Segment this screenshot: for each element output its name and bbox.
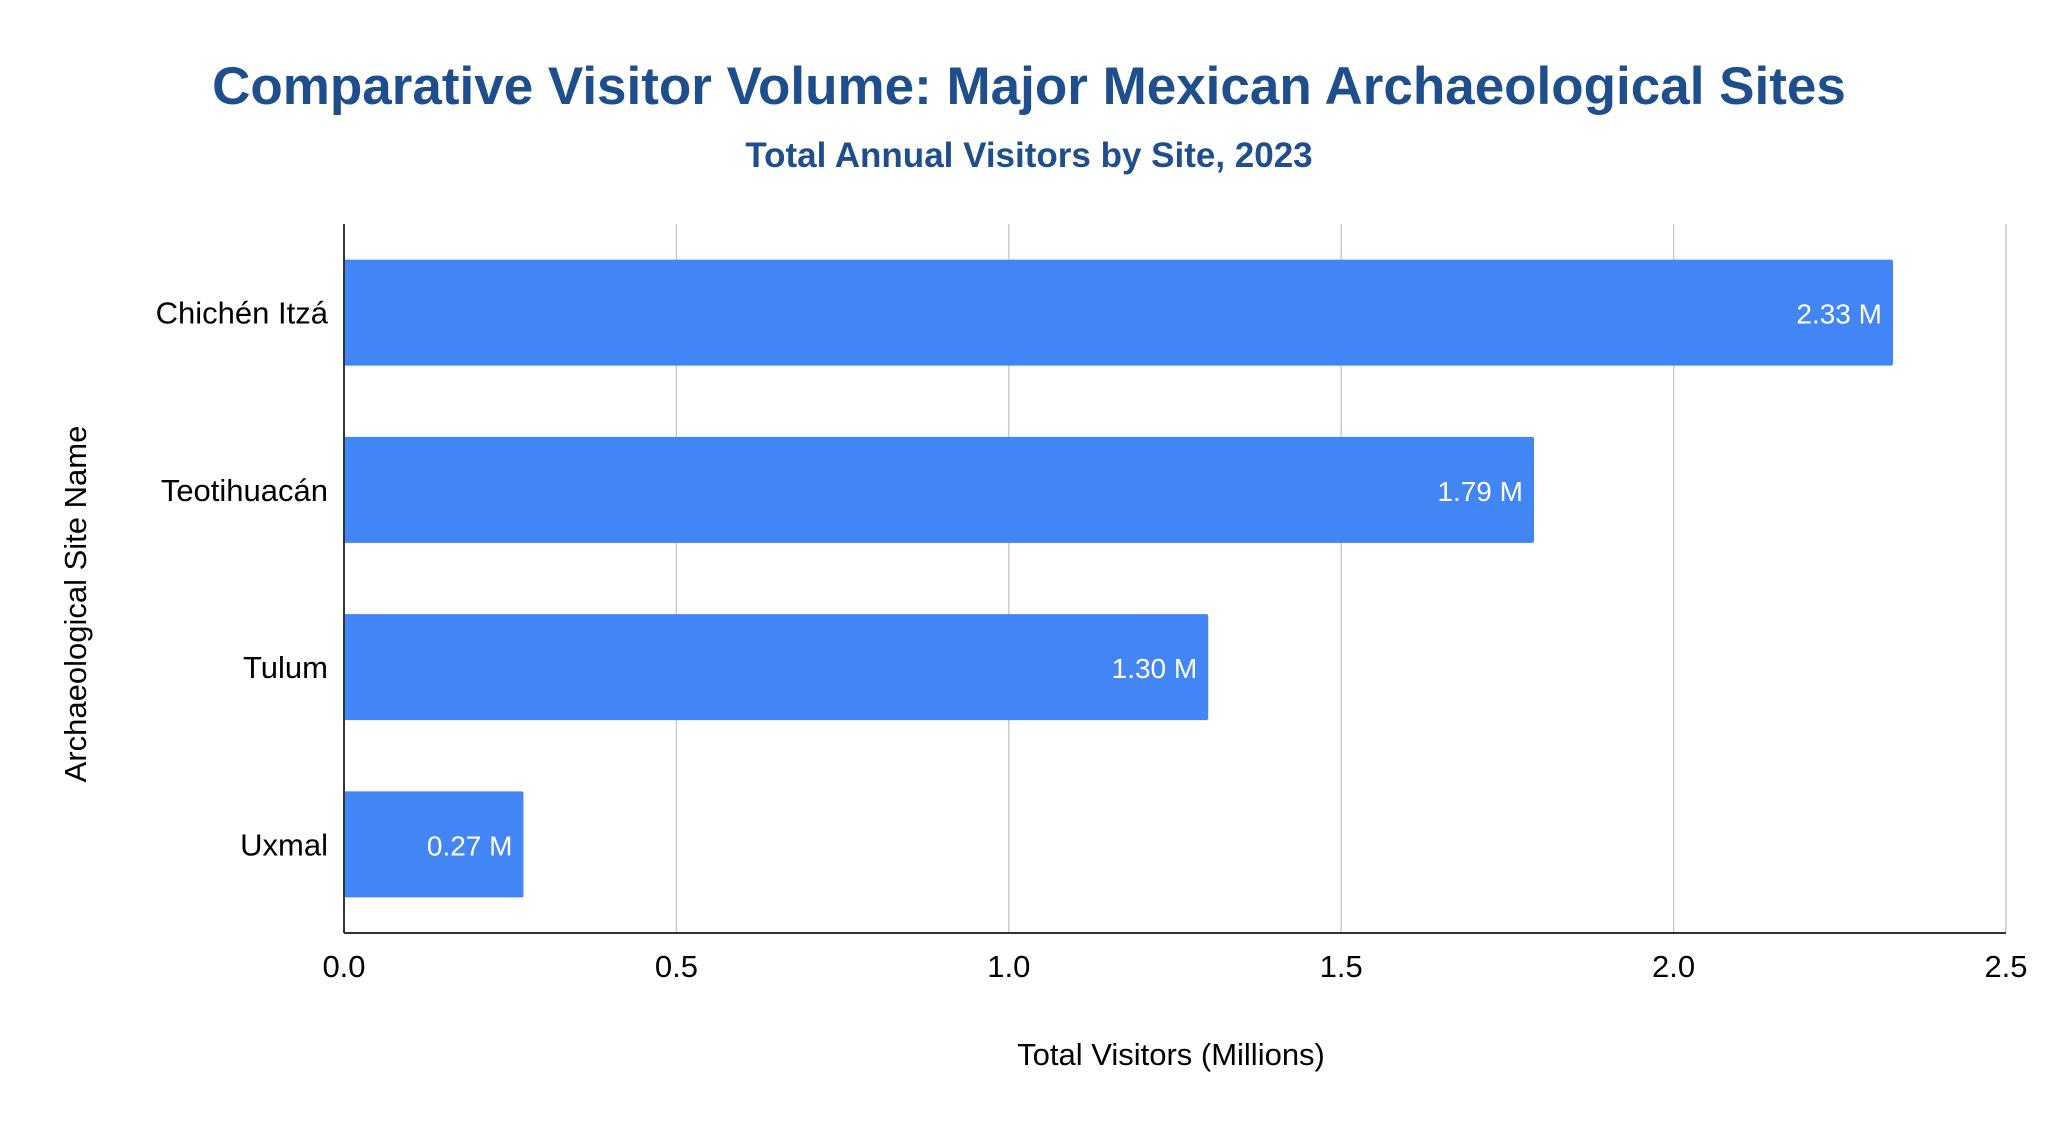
y-category-label: Teotihuacán (161, 473, 328, 508)
x-tick-label: 1.0 (987, 949, 1030, 984)
y-axis-title: Archaeological Site Name (58, 426, 93, 783)
x-tick-label: 2.5 (1984, 949, 2027, 984)
x-tick-label: 2.0 (1652, 949, 1695, 984)
bar (344, 436, 1534, 543)
data-label: 2.33 M (1796, 299, 1882, 330)
chart-subtitle: Total Annual Visitors by Site, 2023 (745, 136, 1312, 175)
data-label: 1.79 M (1437, 476, 1523, 507)
bars: 2.33 M 1.79 M 1.30 M 0.27 M (344, 259, 1893, 898)
x-tick-label: 0.5 (655, 949, 698, 984)
bar (344, 259, 1893, 366)
bar (344, 791, 524, 898)
data-label: 1.30 M (1112, 653, 1198, 684)
x-tick-label: 1.5 (1320, 949, 1363, 984)
y-category-label: Tulum (243, 650, 328, 685)
y-category-label: Chichén Itzá (156, 296, 329, 331)
x-axis-title: Total Visitors (Millions) (1017, 1037, 1325, 1072)
data-label: 0.27 M (427, 830, 513, 861)
x-tick-label: 0.0 (322, 949, 365, 984)
y-category-label: Uxmal (240, 827, 328, 862)
x-tick-labels: 0.0 0.5 1.0 1.5 2.0 2.5 (322, 949, 2027, 984)
axes (343, 224, 2006, 934)
bar (344, 614, 1209, 721)
category-labels: Chichén Itzá Teotihuacán Tulum Uxmal (156, 296, 329, 863)
chart-title: Comparative Visitor Volume: Major Mexica… (212, 57, 1846, 116)
